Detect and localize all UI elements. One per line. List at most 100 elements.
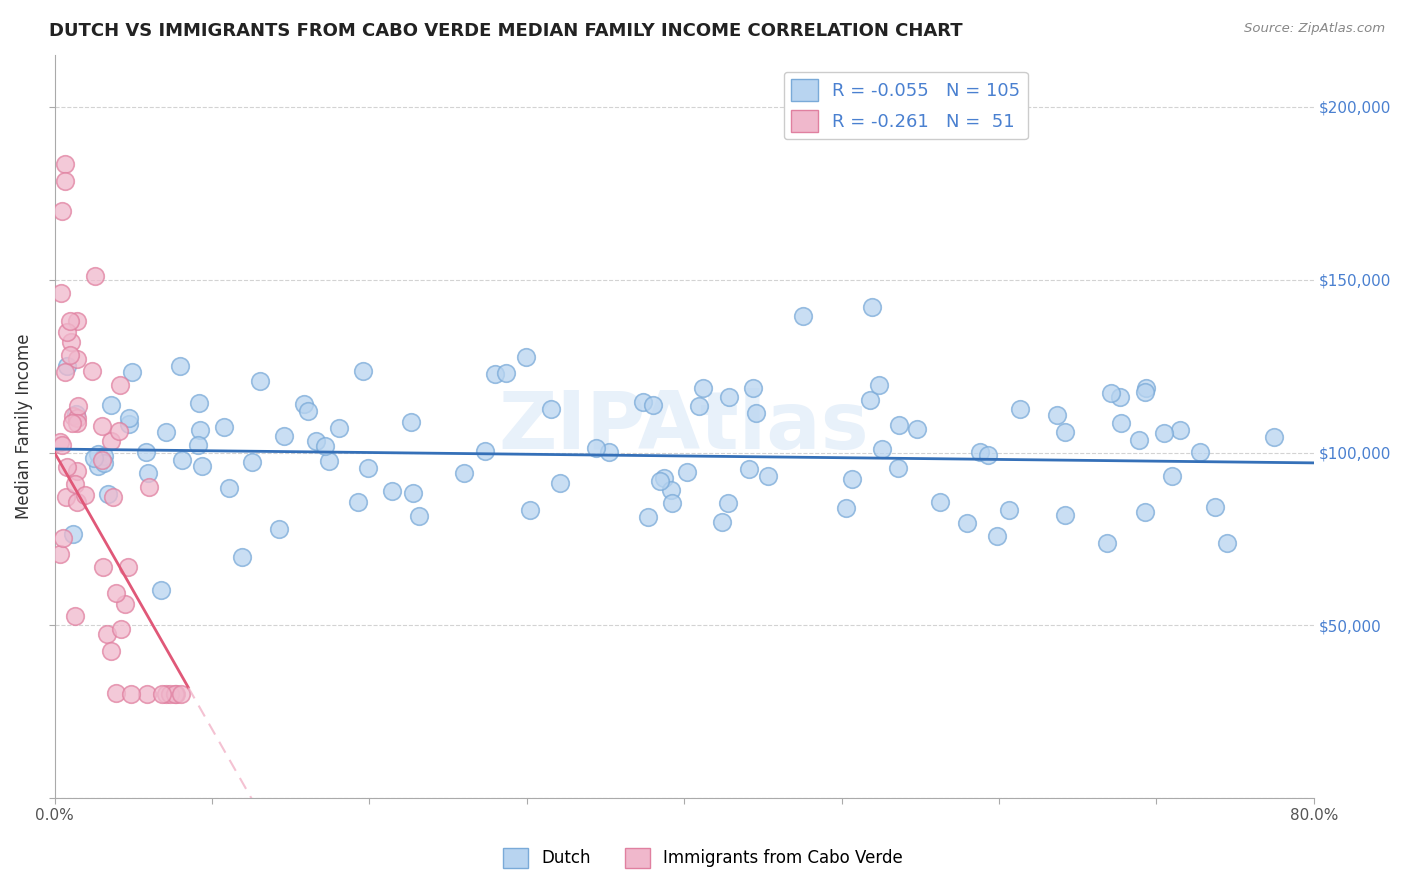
Legend: Dutch, Immigrants from Cabo Verde: Dutch, Immigrants from Cabo Verde bbox=[496, 841, 910, 875]
Point bbox=[717, 391, 740, 405]
Point bbox=[66, 314, 89, 328]
Point bbox=[519, 503, 541, 517]
Point bbox=[540, 401, 562, 416]
Point bbox=[121, 365, 143, 379]
Point bbox=[110, 622, 132, 636]
Point bbox=[997, 503, 1019, 517]
Point bbox=[150, 687, 173, 701]
Point bbox=[269, 522, 291, 536]
Point bbox=[744, 406, 766, 420]
Point bbox=[97, 487, 120, 501]
Point bbox=[986, 529, 1008, 543]
Point bbox=[155, 425, 177, 439]
Point bbox=[1054, 508, 1077, 522]
Point bbox=[59, 314, 82, 328]
Point bbox=[887, 417, 910, 432]
Text: ZIPAtlas: ZIPAtlas bbox=[499, 388, 869, 466]
Point bbox=[218, 482, 240, 496]
Point bbox=[318, 454, 340, 468]
Point bbox=[1008, 402, 1031, 417]
Point bbox=[105, 686, 128, 700]
Point bbox=[231, 549, 253, 564]
Point bbox=[1263, 430, 1285, 444]
Point bbox=[66, 495, 89, 509]
Point bbox=[60, 416, 83, 430]
Point bbox=[1109, 391, 1132, 405]
Point bbox=[100, 398, 122, 412]
Point bbox=[484, 367, 506, 381]
Point bbox=[841, 472, 863, 486]
Point bbox=[717, 496, 740, 510]
Point bbox=[53, 156, 76, 170]
Point bbox=[53, 365, 76, 379]
Point bbox=[758, 468, 780, 483]
Point bbox=[90, 419, 112, 434]
Point bbox=[859, 393, 882, 408]
Point bbox=[692, 381, 714, 395]
Point bbox=[66, 416, 89, 430]
Y-axis label: Median Family Income: Median Family Income bbox=[15, 334, 32, 519]
Point bbox=[742, 381, 765, 395]
Point bbox=[835, 501, 858, 516]
Point bbox=[55, 490, 77, 504]
Point bbox=[51, 438, 73, 452]
Point bbox=[65, 407, 87, 421]
Point bbox=[138, 480, 160, 494]
Point bbox=[91, 452, 114, 467]
Point bbox=[381, 484, 404, 499]
Point bbox=[56, 359, 79, 373]
Point bbox=[1161, 468, 1184, 483]
Point bbox=[1189, 445, 1212, 459]
Point bbox=[105, 585, 128, 599]
Point bbox=[170, 687, 193, 701]
Point bbox=[292, 397, 315, 411]
Point bbox=[305, 434, 328, 448]
Point bbox=[249, 375, 271, 389]
Point bbox=[969, 445, 991, 459]
Point bbox=[1053, 425, 1076, 440]
Point bbox=[159, 687, 181, 701]
Point bbox=[868, 378, 890, 392]
Point bbox=[1168, 423, 1191, 437]
Point bbox=[53, 174, 76, 188]
Point bbox=[120, 687, 142, 701]
Point bbox=[314, 439, 336, 453]
Point bbox=[886, 460, 908, 475]
Point bbox=[188, 423, 211, 437]
Point bbox=[169, 359, 191, 374]
Point bbox=[408, 509, 430, 524]
Point bbox=[977, 449, 1000, 463]
Point bbox=[100, 644, 122, 658]
Point bbox=[135, 445, 157, 459]
Text: DUTCH VS IMMIGRANTS FROM CABO VERDE MEDIAN FAMILY INCOME CORRELATION CHART: DUTCH VS IMMIGRANTS FROM CABO VERDE MEDI… bbox=[49, 22, 963, 40]
Point bbox=[1099, 386, 1122, 401]
Point bbox=[515, 350, 537, 364]
Text: Source: ZipAtlas.com: Source: ZipAtlas.com bbox=[1244, 22, 1385, 36]
Point bbox=[48, 547, 70, 561]
Point bbox=[87, 447, 110, 461]
Point bbox=[62, 409, 84, 424]
Point bbox=[91, 560, 114, 574]
Point bbox=[548, 476, 571, 491]
Point bbox=[659, 483, 682, 498]
Point bbox=[711, 516, 734, 530]
Point bbox=[149, 583, 172, 598]
Point bbox=[108, 377, 131, 392]
Point bbox=[191, 459, 214, 474]
Point bbox=[905, 422, 928, 436]
Legend: R = -0.055   N = 105, R = -0.261   N =  51: R = -0.055 N = 105, R = -0.261 N = 51 bbox=[783, 71, 1028, 139]
Point bbox=[60, 335, 83, 350]
Point bbox=[65, 609, 87, 624]
Point bbox=[212, 420, 235, 434]
Point bbox=[83, 450, 105, 465]
Point bbox=[165, 687, 187, 701]
Point bbox=[860, 300, 883, 314]
Point bbox=[93, 450, 115, 464]
Point bbox=[399, 415, 422, 429]
Point bbox=[187, 438, 209, 452]
Point bbox=[297, 403, 319, 417]
Point bbox=[1153, 426, 1175, 441]
Point bbox=[66, 352, 89, 367]
Point bbox=[100, 434, 122, 449]
Point bbox=[1135, 505, 1157, 519]
